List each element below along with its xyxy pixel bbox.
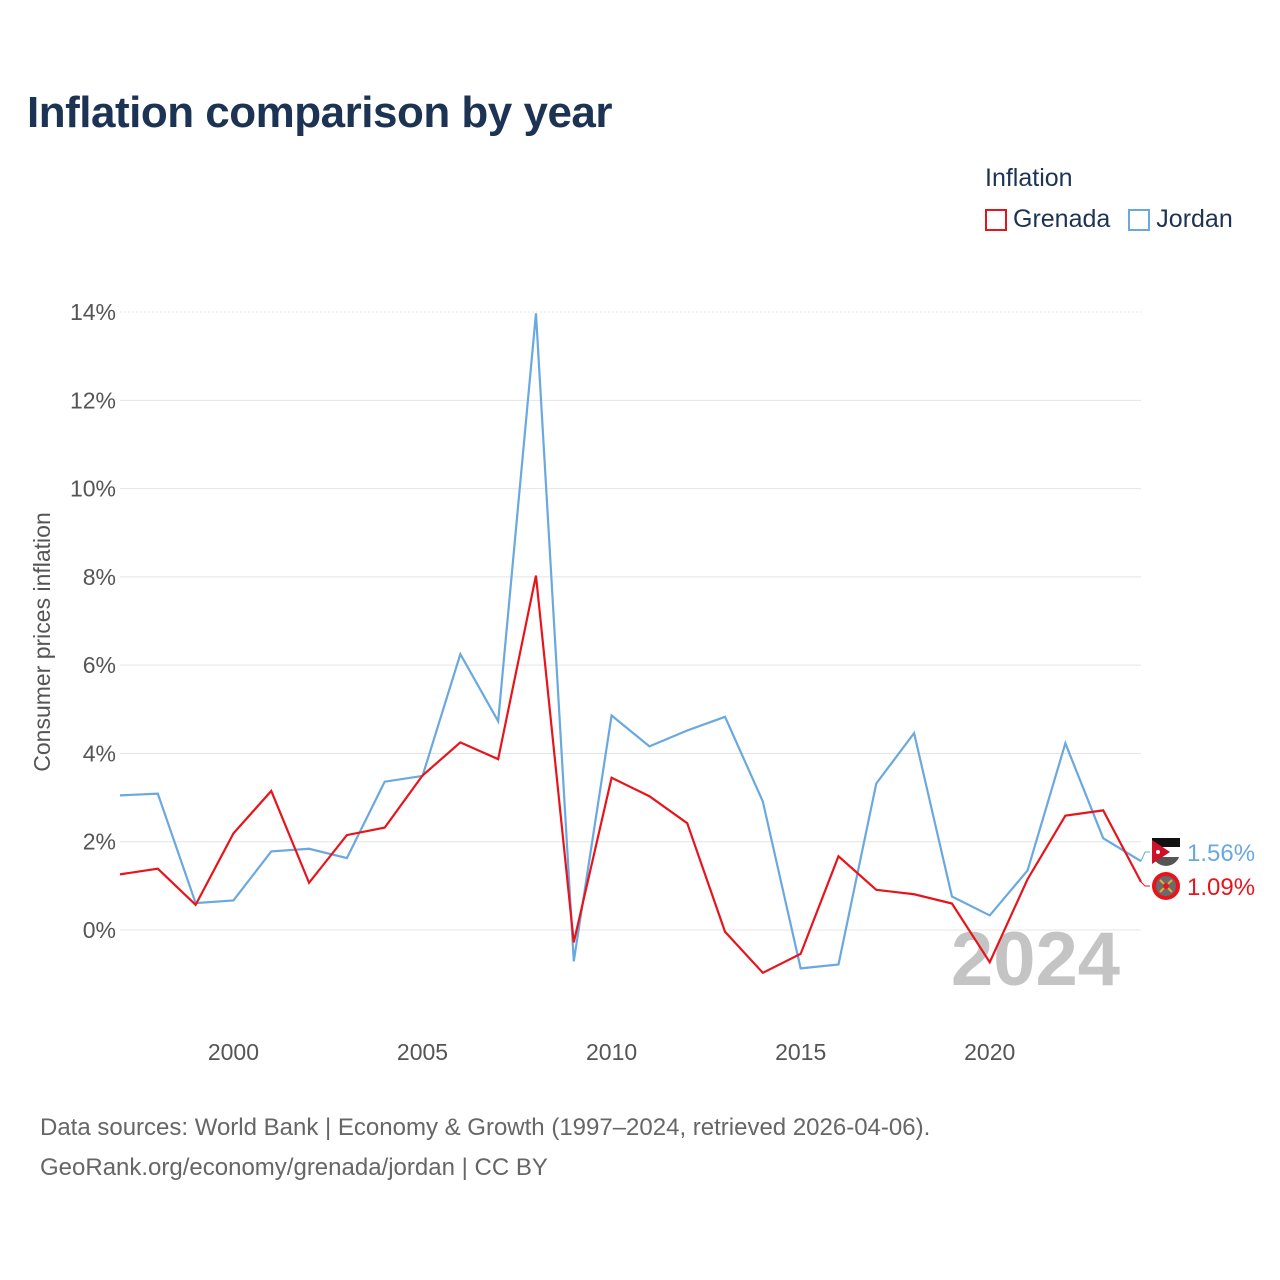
y-tick-label: 8% xyxy=(83,564,116,590)
end-connector-grenada xyxy=(1140,881,1150,887)
y-axis-ticks: 0% 2% 4% 6% 8% 10% 12% 14% xyxy=(70,299,116,943)
x-tick-label: 2000 xyxy=(208,1039,259,1065)
y-tick-label: 0% xyxy=(83,917,116,943)
legend-swatch-grenada xyxy=(985,208,1007,231)
legend-label-grenada: Grenada xyxy=(1013,205,1111,233)
end-connector-jordan xyxy=(1140,851,1150,862)
end-label-jordan: 1.56% xyxy=(1187,840,1255,867)
x-tick-label: 2010 xyxy=(586,1039,637,1065)
jordan-flag-icon xyxy=(1152,838,1180,866)
flag-triangle xyxy=(1152,840,1170,864)
y-tick-label: 2% xyxy=(83,829,116,855)
legend: Grenada Jordan xyxy=(985,205,1233,234)
legend-swatch-jordan xyxy=(1128,208,1151,231)
series-lines xyxy=(119,313,1142,975)
legend-title: Inflation xyxy=(985,164,1073,192)
source-line-1: Data sources: World Bank | Economy & Gro… xyxy=(40,1114,931,1141)
page-title: Inflation comparison by year xyxy=(27,88,613,137)
y-tick-label: 14% xyxy=(70,299,116,325)
x-tick-label: 2020 xyxy=(964,1039,1015,1065)
end-label-grenada: 1.09% xyxy=(1187,874,1255,901)
x-axis-ticks: 2000 2005 2010 2015 2020 xyxy=(208,1039,1015,1065)
flag-stripe-black xyxy=(1152,838,1180,847)
source-note: Data sources: World Bank | Economy & Gro… xyxy=(40,1108,930,1188)
x-tick-label: 2005 xyxy=(397,1039,448,1065)
end-markers: 1.09% 1.56% xyxy=(1140,838,1255,901)
y-tick-label: 6% xyxy=(83,652,116,678)
flag-disc xyxy=(1163,883,1169,889)
y-axis-label: Consumer prices inflation xyxy=(29,512,55,772)
y-tick-label: 12% xyxy=(70,387,116,413)
series-line-grenada xyxy=(119,575,1142,975)
x-tick-label: 2015 xyxy=(775,1039,826,1065)
legend-item-jordan[interactable]: Jordan xyxy=(1128,205,1233,234)
gridlines xyxy=(120,311,1141,931)
flag-star xyxy=(1156,850,1160,854)
source-line-2[interactable]: GeoRank.org/economy/grenada/jordan | CC … xyxy=(40,1154,548,1181)
legend-label-jordan: Jordan xyxy=(1156,205,1233,233)
legend-item-grenada[interactable]: Grenada xyxy=(985,205,1110,234)
grenada-flag-icon xyxy=(1152,872,1180,900)
year-watermark: 2024 xyxy=(951,917,1120,1002)
y-tick-label: 4% xyxy=(83,740,116,766)
y-tick-label: 10% xyxy=(70,476,116,502)
series-line-jordan xyxy=(119,313,1142,970)
